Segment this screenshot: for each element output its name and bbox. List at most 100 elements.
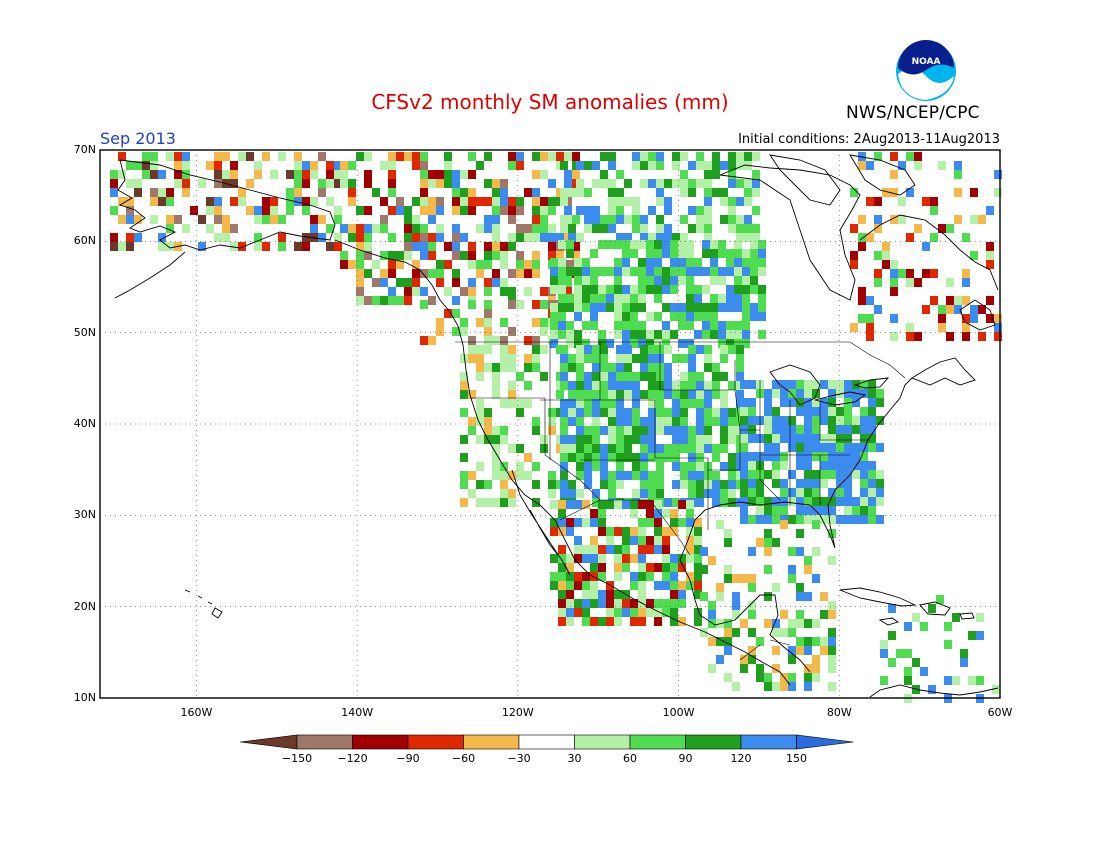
anomaly-cell bbox=[598, 563, 606, 572]
anomaly-cell bbox=[582, 554, 590, 563]
anomaly-cell bbox=[852, 470, 860, 479]
anomaly-cell bbox=[804, 425, 812, 434]
anomaly-cell bbox=[476, 269, 484, 278]
anomaly-cell bbox=[680, 444, 688, 453]
anomaly-cell bbox=[476, 224, 484, 233]
anomaly-cell bbox=[718, 267, 726, 276]
anomaly-cell bbox=[600, 480, 608, 489]
anomaly-cell bbox=[508, 269, 516, 278]
anomaly-cell bbox=[640, 152, 648, 161]
anomaly-cell bbox=[548, 242, 556, 251]
anomaly-cell bbox=[500, 354, 508, 363]
anomaly-cell bbox=[500, 345, 508, 354]
anomaly-cell bbox=[206, 197, 214, 206]
anomaly-cell bbox=[574, 285, 582, 294]
anomaly-cell bbox=[748, 398, 756, 407]
anomaly-cell bbox=[788, 673, 796, 682]
anomaly-cell bbox=[764, 619, 772, 628]
anomaly-cell bbox=[702, 330, 710, 339]
anomaly-cell bbox=[720, 444, 728, 453]
anomaly-cell bbox=[844, 416, 852, 425]
anomaly-cell bbox=[796, 389, 804, 398]
anomaly-cell bbox=[812, 673, 820, 682]
anomaly-cell bbox=[560, 381, 568, 390]
anomaly-cell bbox=[728, 179, 736, 188]
anomaly-cell bbox=[720, 188, 728, 197]
anomaly-cell bbox=[750, 312, 758, 321]
anomaly-cell bbox=[532, 188, 540, 197]
anomaly-cell bbox=[246, 152, 254, 161]
anomaly-cell bbox=[970, 305, 978, 314]
anomaly-cell bbox=[804, 416, 812, 425]
anomaly-cell bbox=[654, 563, 662, 572]
anomaly-cell bbox=[484, 242, 492, 251]
anomaly-cell bbox=[584, 188, 592, 197]
anomaly-cell bbox=[492, 336, 500, 345]
anomaly-cell bbox=[558, 518, 566, 527]
anomaly-cell bbox=[614, 321, 622, 330]
anomaly-cell bbox=[716, 655, 724, 664]
anomaly-cell bbox=[388, 287, 396, 296]
anomaly-cell bbox=[622, 339, 630, 348]
anomaly-cell bbox=[568, 408, 576, 417]
anomaly-cell bbox=[624, 233, 632, 242]
anomaly-cell bbox=[868, 479, 876, 488]
anomaly-cell bbox=[804, 461, 812, 470]
anomaly-cell bbox=[744, 188, 752, 197]
anomaly-cell bbox=[868, 461, 876, 470]
state-borders bbox=[455, 341, 906, 661]
anomaly-cell bbox=[648, 363, 656, 372]
latitude-label: 60N bbox=[73, 234, 96, 248]
anomaly-cell bbox=[828, 497, 836, 506]
anomaly-cell bbox=[680, 233, 688, 242]
anomaly-cell bbox=[582, 581, 590, 590]
anomaly-cell bbox=[118, 170, 126, 179]
anomaly-cell bbox=[672, 480, 680, 489]
anomaly-cell bbox=[812, 520, 820, 529]
anomaly-cell bbox=[710, 303, 718, 312]
anomaly-cell bbox=[334, 161, 342, 170]
anomaly-cell bbox=[788, 416, 796, 425]
anomaly-cell bbox=[752, 188, 760, 197]
anomaly-cell bbox=[646, 545, 654, 554]
anomaly-cell bbox=[704, 161, 712, 170]
anomaly-cell bbox=[640, 426, 648, 435]
anomaly-cell bbox=[812, 619, 820, 628]
anomaly-cell bbox=[656, 453, 664, 462]
anomaly-cell bbox=[548, 426, 556, 435]
anomaly-cell bbox=[420, 179, 428, 188]
anomaly-cell bbox=[632, 408, 640, 417]
anomaly-cell bbox=[740, 506, 748, 515]
anomaly-cell bbox=[622, 312, 630, 321]
anomaly-cell bbox=[564, 179, 572, 188]
anomaly-cell bbox=[994, 188, 1002, 197]
anomaly-cell bbox=[158, 242, 166, 251]
anomaly-cell bbox=[796, 461, 804, 470]
anomaly-cell bbox=[484, 426, 492, 435]
anomaly-cell bbox=[598, 267, 606, 276]
anomaly-cell bbox=[780, 515, 788, 524]
anomaly-cell bbox=[812, 425, 820, 434]
anomaly-cell bbox=[734, 285, 742, 294]
anomaly-cell bbox=[590, 285, 598, 294]
anomaly-cell bbox=[500, 188, 508, 197]
anomaly-cell bbox=[468, 206, 476, 215]
anomaly-cell bbox=[772, 538, 780, 547]
anomaly-cell bbox=[630, 285, 638, 294]
anomaly-cell bbox=[662, 240, 670, 249]
anomaly-cell bbox=[764, 565, 772, 574]
anomaly-cell bbox=[372, 278, 380, 287]
anomaly-cell bbox=[500, 179, 508, 188]
anomaly-cell bbox=[664, 363, 672, 372]
anomaly-cell bbox=[836, 425, 844, 434]
anomaly-cell bbox=[606, 617, 614, 626]
anomaly-cell bbox=[922, 269, 930, 278]
anomaly-cell bbox=[734, 240, 742, 249]
anomaly-cell bbox=[556, 233, 564, 242]
anomaly-cell bbox=[134, 188, 142, 197]
anomaly-cell bbox=[294, 179, 302, 188]
anomaly-cell bbox=[756, 479, 764, 488]
anomaly-cell bbox=[874, 251, 882, 260]
anomaly-cell bbox=[670, 518, 678, 527]
anomaly-cell bbox=[850, 188, 858, 197]
